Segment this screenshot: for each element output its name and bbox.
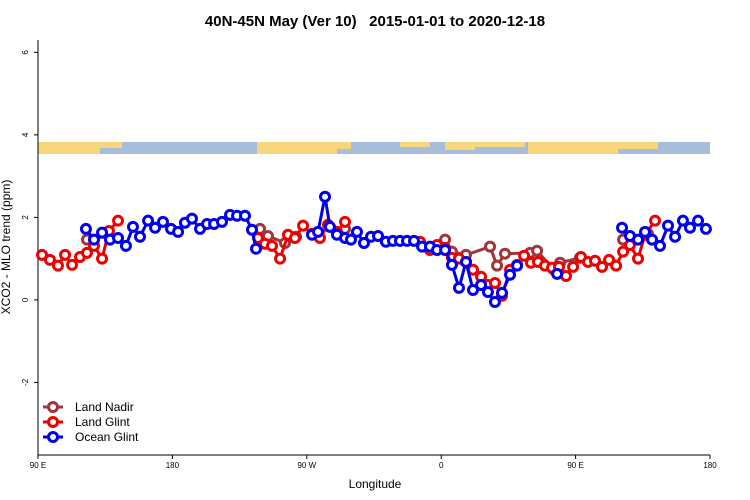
legend-marker — [47, 431, 59, 443]
point — [683, 221, 696, 234]
point — [692, 214, 705, 227]
point — [632, 252, 645, 265]
point — [289, 232, 302, 245]
point — [408, 234, 421, 247]
point — [126, 220, 139, 233]
point — [142, 214, 155, 227]
point — [439, 243, 452, 256]
point — [632, 233, 645, 246]
point — [567, 260, 580, 273]
point — [495, 286, 508, 299]
x-tick-label: 90 E — [567, 461, 583, 470]
x-tick-label: 180 — [703, 461, 717, 470]
point — [250, 242, 263, 255]
point — [676, 214, 689, 227]
point — [491, 259, 504, 272]
point — [345, 233, 358, 246]
point — [357, 236, 370, 249]
land-ocean-strip — [38, 142, 710, 154]
point — [511, 259, 524, 272]
point — [156, 215, 169, 228]
point — [484, 240, 497, 253]
point — [323, 220, 336, 233]
point — [488, 295, 501, 308]
legend-marker — [47, 401, 59, 413]
point — [274, 252, 287, 265]
point — [52, 259, 65, 272]
point — [372, 229, 385, 242]
point — [350, 225, 363, 238]
point — [610, 259, 623, 272]
point — [133, 230, 146, 243]
point — [616, 221, 629, 234]
point — [79, 222, 92, 235]
point — [649, 214, 662, 227]
point — [467, 283, 480, 296]
y-tick-label: 6 — [21, 50, 30, 55]
chart-title: 40N-45N May (Ver 10) 2015-01-01 to 2020-… — [205, 13, 545, 30]
legend-label: Land Glint — [75, 415, 130, 429]
point — [531, 244, 544, 257]
point — [312, 225, 324, 238]
point — [669, 230, 682, 243]
point — [662, 219, 675, 232]
point — [96, 252, 109, 265]
point — [215, 215, 228, 228]
point — [245, 223, 258, 236]
point — [112, 232, 125, 245]
y-tick-label: 0 — [21, 297, 30, 302]
y-tick-label: -2 — [21, 378, 30, 386]
point — [639, 225, 652, 238]
point — [445, 258, 458, 271]
point — [297, 219, 310, 232]
x-tick-label: 0 — [439, 461, 444, 470]
y-axis-label: XCO2 - MLO trend (ppm) — [0, 180, 13, 315]
point — [43, 253, 56, 266]
point — [498, 247, 511, 260]
point — [112, 214, 125, 227]
point — [518, 249, 531, 262]
point — [119, 239, 132, 252]
point — [36, 248, 49, 261]
point — [646, 233, 659, 246]
point — [551, 267, 564, 280]
point — [88, 233, 100, 246]
point — [488, 276, 501, 289]
point — [459, 255, 472, 268]
x-tick-label: 180 — [166, 461, 180, 470]
point — [699, 222, 712, 235]
y-tick-label: 2 — [21, 215, 30, 220]
legend-label: Land Nadir — [75, 400, 134, 414]
x-tick-label: 90 E — [30, 461, 46, 470]
point — [149, 221, 162, 234]
x-axis-label: Longitude — [349, 477, 402, 491]
y-tick-label: 4 — [21, 132, 30, 137]
point — [185, 212, 198, 225]
point — [617, 245, 630, 258]
point — [475, 279, 488, 292]
point — [96, 226, 109, 239]
point — [80, 246, 93, 259]
legend-marker — [47, 416, 59, 428]
point — [66, 258, 79, 271]
series — [79, 190, 712, 308]
point — [319, 190, 332, 203]
point — [238, 209, 251, 222]
point — [481, 286, 494, 299]
point — [596, 260, 609, 273]
point — [172, 225, 185, 238]
point — [504, 268, 517, 281]
point — [339, 215, 352, 228]
legend-label: Ocean Glint — [75, 430, 139, 444]
point — [452, 281, 465, 294]
point — [266, 239, 279, 252]
point — [59, 248, 72, 261]
point — [589, 254, 602, 267]
point — [653, 239, 666, 252]
x-tick-label: 90 W — [297, 461, 316, 470]
